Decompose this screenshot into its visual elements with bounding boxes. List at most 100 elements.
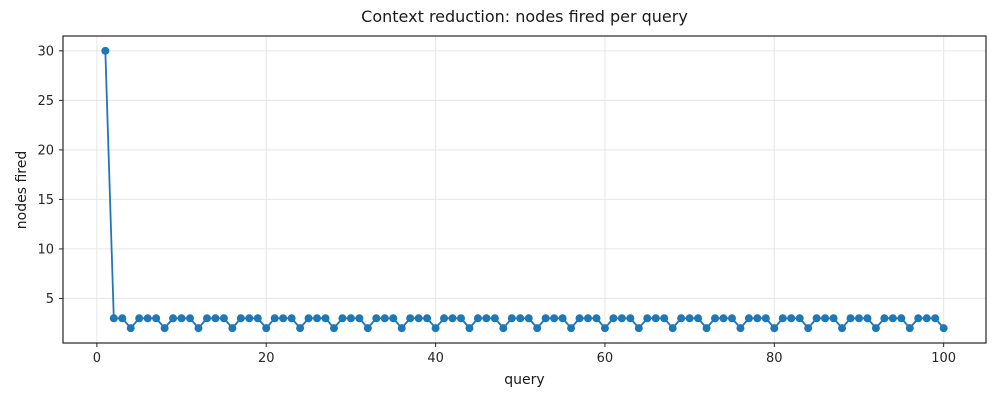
data-point-marker [482, 314, 491, 323]
data-point-marker [473, 314, 482, 323]
data-point-marker [609, 314, 618, 323]
data-point-marker [787, 314, 796, 323]
x-tick-label: 20 [258, 351, 275, 366]
data-point-marker [761, 314, 770, 323]
data-point-marker [236, 314, 245, 323]
data-point-marker [304, 314, 313, 323]
x-tick-label: 40 [427, 351, 444, 366]
data-point-marker [380, 314, 389, 323]
x-tick-label: 60 [597, 351, 614, 366]
data-point-marker [126, 324, 135, 333]
y-tick-label: 10 [37, 242, 54, 257]
data-point-marker [905, 324, 914, 333]
data-point-marker [253, 314, 262, 323]
data-point-marker [668, 324, 677, 333]
chart-title: Context reduction: nodes fired per query [361, 7, 688, 26]
data-point-marker [922, 314, 931, 323]
data-point-marker [939, 324, 948, 333]
data-point-marker [109, 314, 118, 323]
data-point-marker [812, 314, 821, 323]
data-point-marker [143, 314, 152, 323]
data-point-marker [313, 314, 322, 323]
data-point-marker [617, 314, 626, 323]
y-tick-label: 20 [37, 143, 54, 158]
data-point-marker [423, 314, 432, 323]
data-point-marker [406, 314, 415, 323]
data-point-marker [135, 314, 144, 323]
data-point-marker [821, 314, 830, 323]
data-point-marker [778, 314, 787, 323]
data-point-marker [888, 314, 897, 323]
data-point-marker [558, 314, 567, 323]
data-point-marker [219, 314, 228, 323]
data-point-marker [660, 314, 669, 323]
data-point-marker [880, 314, 889, 323]
data-point-marker [533, 324, 542, 333]
data-point-marker [804, 324, 813, 333]
data-point-marker [329, 324, 338, 333]
axes-spines [62, 35, 987, 344]
data-point-marker [795, 314, 804, 323]
x-tick-label: 100 [931, 351, 956, 366]
data-point-marker [838, 324, 847, 333]
data-point-marker [550, 314, 559, 323]
data-point-marker [702, 324, 711, 333]
data-point-marker [516, 314, 525, 323]
y-tick-label: 5 [46, 292, 54, 307]
data-point-marker [211, 314, 220, 323]
data-point-marker [651, 314, 660, 323]
data-point-marker [355, 314, 364, 323]
x-axis-label: query [504, 372, 545, 388]
data-point-marker [152, 314, 161, 323]
data-point-marker [363, 324, 372, 333]
data-point-marker [490, 314, 499, 323]
data-point-marker [600, 324, 609, 333]
data-point-marker [389, 314, 398, 323]
data-point-marker [499, 324, 508, 333]
data-point-marker [524, 314, 533, 323]
data-point-marker [694, 314, 703, 323]
data-point-marker [727, 314, 736, 323]
x-tick-label: 80 [766, 351, 783, 366]
data-point-marker [202, 314, 211, 323]
data-point-marker [592, 314, 601, 323]
data-point-marker [634, 324, 643, 333]
data-point-marker [897, 314, 906, 323]
data-point-marker [567, 324, 576, 333]
data-point-marker [685, 314, 694, 323]
data-point-marker [931, 314, 940, 323]
data-point-marker [846, 314, 855, 323]
data-point-marker [736, 324, 745, 333]
data-point-marker [118, 314, 127, 323]
data-point-marker [863, 314, 872, 323]
data-point-marker [262, 324, 271, 333]
data-point-marker [186, 314, 195, 323]
y-axis-label: nodes fired [14, 150, 30, 230]
data-point-marker [346, 314, 355, 323]
data-point-marker [228, 324, 237, 333]
data-line [104, 50, 945, 330]
data-point-marker [507, 314, 516, 323]
data-point-marker [541, 314, 550, 323]
data-point-marker [770, 324, 779, 333]
data-point-marker [719, 314, 728, 323]
data-point-marker [914, 314, 923, 323]
data-point-marker [829, 314, 838, 323]
data-point-marker [677, 314, 686, 323]
y-tick-label: 30 [37, 44, 54, 59]
data-point-marker [744, 314, 753, 323]
data-point-marker [448, 314, 457, 323]
data-point-marker [711, 314, 720, 323]
data-point-marker [338, 314, 347, 323]
data-point-marker [245, 314, 254, 323]
y-tick-label: 15 [37, 193, 54, 208]
data-point-marker [871, 324, 880, 333]
data-point-marker [440, 314, 449, 323]
data-point-marker [101, 46, 110, 55]
data-point-marker [753, 314, 762, 323]
data-point-marker [169, 314, 178, 323]
data-point-marker [854, 314, 863, 323]
data-point-marker [414, 314, 423, 323]
